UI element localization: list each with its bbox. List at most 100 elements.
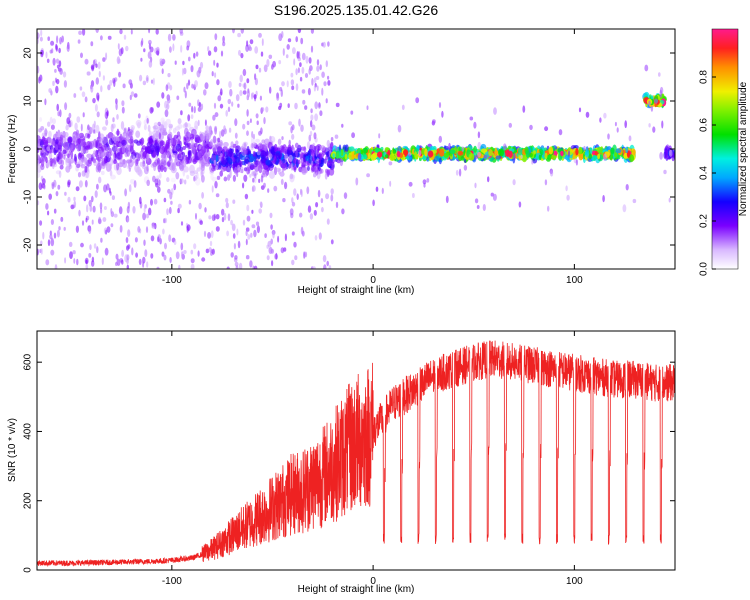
spectrogram-cell [261,139,266,144]
spectrogram-cell [184,127,189,137]
spectrogram-cell [310,144,315,150]
spectrogram-cell [328,167,335,176]
spectrogram-cell [240,52,244,59]
spectrogram-cell [63,80,67,88]
spectrogram-cell [254,173,257,179]
spectrogram-cell [133,93,138,98]
spectrogram-cell [389,153,396,161]
spectrogram-cell [177,124,183,129]
spectrogram-cell [55,45,58,52]
spectrogram-cell [319,145,326,152]
spectrogram-cell [245,255,250,260]
spectrogram-cell [52,57,56,66]
spectrogram-cell [512,179,516,186]
spectrogram-cell [95,29,99,33]
spectrogram-cell [41,178,46,185]
spectrogram-cell [208,129,211,135]
spectrogram-cell [92,158,97,164]
spectrogram-cell [205,125,209,131]
spectrogram-cell [49,116,53,124]
spectrogram-cell [406,155,410,161]
spectrogram-cell [575,159,579,166]
spectrogram-cell [280,247,285,254]
spectrogram-cell [152,151,156,158]
spectrogram-cell [474,154,479,160]
spectrogram-cell [258,67,262,73]
spectrogram-cell [307,205,312,213]
spectrogram-cell [268,54,273,59]
spectrogram-cell [117,142,123,147]
spectrogram-cell [127,244,131,250]
spectrogram-cell [194,134,200,144]
spectrogram-cell [260,150,266,158]
spectrogram-cell [350,110,354,115]
spectrogram-cell [198,102,202,108]
spectrogram-cell [190,138,194,145]
spectrogram-cell [362,147,369,154]
spectrogram-cell [150,79,154,84]
spectrogram-cell [301,66,305,74]
spectrogram-cell [275,252,278,260]
spectrogram-cell [119,158,124,165]
spectrogram-cell [103,184,108,193]
spectrogram-cell [100,207,103,214]
spectrogram-cell [426,178,430,183]
spectrogram-cell [137,113,141,119]
spectrogram-cell [269,135,272,141]
spectrogram-cell [318,232,322,240]
spectrogram-cell [253,94,257,100]
spectrogram-cell [216,175,221,180]
spectrogram-cell [246,120,250,126]
spectrogram-cell [427,157,430,162]
spectrogram-cell [164,242,167,250]
spectrogram-cell [133,180,137,188]
spectrogram-cell [47,36,50,41]
spectrogram-cell [518,201,522,208]
spectrogram-cell [118,71,122,78]
spectrogram-cell [263,182,266,188]
spectrogram-cell [597,153,601,160]
spectrogram-cell [146,153,150,160]
y-tick-label: 0 [23,146,34,152]
spectrogram-cell [330,188,334,195]
spectrogram-cell [482,204,486,211]
spectrogram-cell [56,229,60,238]
spectrogram-cell [291,259,295,266]
spectrogram-cell [148,207,152,216]
spectrogram-cell [256,120,259,126]
spectrogram-cell [169,257,172,263]
spectrogram-cell [652,126,656,133]
spectrogram-cell [237,164,241,171]
spectrogram-cell [172,34,176,41]
spectrogram-cell [455,169,459,176]
spectrogram-cell [313,172,317,178]
spectrogram-cell [263,64,268,73]
spectrogram-cell [313,166,317,174]
spectrogram-cell [196,70,201,78]
spectrogram-cell [215,154,219,162]
spectrogram-cell [178,152,182,159]
spectrogram-cell [98,131,101,140]
spectrogram-cell [258,208,263,214]
spectrogram-cell [158,132,162,140]
spectrogram-cell [134,158,139,167]
spectrogram-cell [315,76,320,80]
spectrogram-cell [145,75,149,83]
colorbar-label: Normalized spectral amplitude [738,81,749,216]
spectrogram-cell [165,84,169,92]
spectrogram-cell [344,153,348,160]
spectrogram-cell [288,164,292,169]
spectrogram-cell [508,122,512,128]
spectrogram-cell [150,235,155,242]
spectrogram-cell [39,248,42,254]
spectrogram-cell [80,242,84,248]
spectrogram-cell [599,117,602,123]
spectrogram-cell [427,150,434,158]
spectrogram-cell [233,243,236,250]
spectrogram-cell [106,110,109,117]
spectrogram-cell [190,114,194,119]
spectrogram-cell [193,170,199,175]
spectrogram-cell [407,152,412,157]
spectrogram-cell [236,171,239,178]
spectrogram-cell [134,237,138,243]
